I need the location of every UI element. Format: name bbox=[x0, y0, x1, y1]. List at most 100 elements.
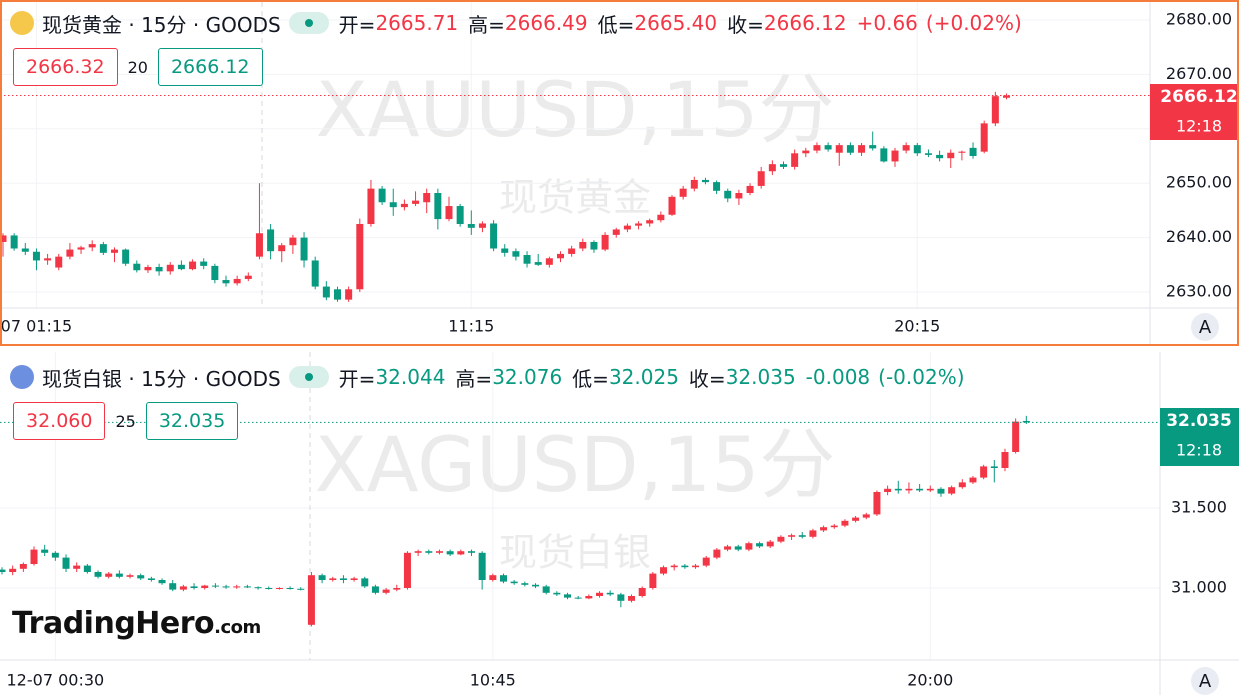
candle-body bbox=[244, 275, 252, 279]
auto-button-label: A bbox=[1199, 317, 1212, 338]
candle-body bbox=[99, 244, 107, 253]
candle-body bbox=[307, 575, 315, 625]
ohlc-label: 高= bbox=[455, 366, 493, 391]
candle-body bbox=[802, 150, 810, 154]
candle-body bbox=[835, 145, 843, 153]
ohlc-value: 2665.71 bbox=[375, 11, 459, 35]
candle-body bbox=[894, 488, 902, 491]
candle-body bbox=[254, 587, 262, 589]
candle-body bbox=[222, 586, 230, 588]
candle-body bbox=[969, 477, 977, 483]
candle-body bbox=[702, 557, 710, 566]
candle-body bbox=[660, 567, 668, 574]
ohlc-label: 收= bbox=[727, 12, 764, 37]
candle-body bbox=[446, 551, 454, 555]
candle-body bbox=[532, 584, 539, 587]
candle-body bbox=[991, 96, 999, 124]
status-pill[interactable] bbox=[288, 366, 329, 388]
ohlc-label: 收= bbox=[688, 366, 726, 391]
candle-body bbox=[679, 188, 687, 197]
candle-body bbox=[521, 583, 529, 585]
status-pill[interactable] bbox=[288, 12, 329, 34]
candle-body bbox=[155, 266, 163, 272]
y-tick-label: 2630.00 bbox=[1166, 282, 1232, 301]
candle-body bbox=[553, 592, 561, 595]
candle-body bbox=[243, 586, 251, 588]
ask-box[interactable]: 2666.12 bbox=[157, 48, 263, 86]
candle-body bbox=[713, 182, 721, 191]
auto-button[interactable] bbox=[1191, 667, 1219, 695]
candle-body bbox=[585, 596, 593, 599]
candle-body bbox=[512, 251, 520, 257]
candle-body bbox=[798, 535, 806, 537]
candle-body bbox=[635, 223, 643, 226]
candle-body bbox=[523, 255, 531, 264]
active-border bbox=[0, 0, 1239, 346]
ohlc-label: 高= bbox=[468, 12, 505, 37]
quote-boxes: 2666.32 20 2666.12 bbox=[13, 48, 263, 86]
candle-body bbox=[77, 247, 85, 250]
candle-body bbox=[233, 586, 241, 588]
watermark: XAUUSD,15分 bbox=[316, 65, 835, 154]
candle-body bbox=[590, 241, 598, 250]
logo-suffix: .com bbox=[214, 617, 261, 638]
x-tick-label: 20:15 bbox=[894, 317, 940, 336]
bid-box[interactable]: 32.060 bbox=[13, 402, 106, 440]
candle-body bbox=[126, 575, 134, 577]
candle-body bbox=[924, 153, 932, 155]
candle-body bbox=[44, 258, 52, 261]
candle-body bbox=[564, 594, 572, 598]
candle-body bbox=[913, 145, 921, 154]
candle-body bbox=[690, 179, 698, 189]
candle-body bbox=[414, 551, 422, 553]
candle-body bbox=[278, 245, 286, 252]
candle-body bbox=[467, 551, 475, 553]
logo-name: TradingHero bbox=[12, 606, 215, 641]
candle-body bbox=[222, 280, 230, 284]
ohlc-value: 32.044 bbox=[375, 365, 446, 389]
x-tick-label: 07 01:15 bbox=[1, 317, 73, 336]
bid-box[interactable]: 2666.32 bbox=[13, 48, 118, 86]
candle-body bbox=[211, 585, 219, 587]
ohlc-value: 2666.12 bbox=[763, 11, 847, 35]
candle-body bbox=[400, 203, 408, 208]
candle-body bbox=[201, 585, 209, 588]
candle-body bbox=[21, 248, 29, 252]
candle-body bbox=[905, 488, 913, 491]
candle-body bbox=[423, 192, 431, 203]
x-tick-label: 10:45 bbox=[470, 671, 516, 690]
candle-body bbox=[545, 258, 553, 265]
candle-body bbox=[94, 572, 102, 577]
candle-body bbox=[434, 192, 442, 220]
candle-body bbox=[601, 234, 609, 250]
candle-body bbox=[880, 148, 888, 162]
candle-body bbox=[830, 525, 838, 528]
candle-body bbox=[735, 192, 743, 199]
candle-body bbox=[841, 520, 849, 526]
candle-body bbox=[361, 578, 369, 587]
candle-body bbox=[200, 261, 208, 266]
candle-body bbox=[1001, 452, 1009, 468]
candle-body bbox=[62, 557, 70, 569]
ohlc-label: 低= bbox=[572, 366, 609, 391]
candle-body bbox=[51, 552, 59, 558]
candle-body bbox=[668, 196, 676, 215]
candle-body bbox=[980, 466, 988, 478]
candle-body bbox=[948, 487, 956, 494]
candle-body bbox=[490, 223, 498, 249]
candle-body bbox=[713, 549, 721, 558]
candle-body bbox=[958, 482, 966, 488]
candle-body bbox=[724, 190, 732, 199]
watermark-sub: 现货黄金 bbox=[499, 176, 651, 220]
symbol-title: 现货白银 · 15分 · GOODS bbox=[42, 366, 281, 391]
candle-body bbox=[809, 530, 817, 537]
ask-box[interactable]: 32.035 bbox=[145, 402, 239, 440]
candle-body bbox=[969, 147, 977, 157]
candle-body bbox=[692, 565, 700, 568]
auto-button[interactable] bbox=[1191, 313, 1219, 341]
auto-button-label: A bbox=[1199, 671, 1212, 692]
candle-body bbox=[596, 592, 604, 596]
candle-body bbox=[813, 145, 821, 151]
legend-header: 现货白银 · 15分 · GOODS 开= 32.044 高= 32.076 低= 32.0… bbox=[10, 362, 969, 392]
